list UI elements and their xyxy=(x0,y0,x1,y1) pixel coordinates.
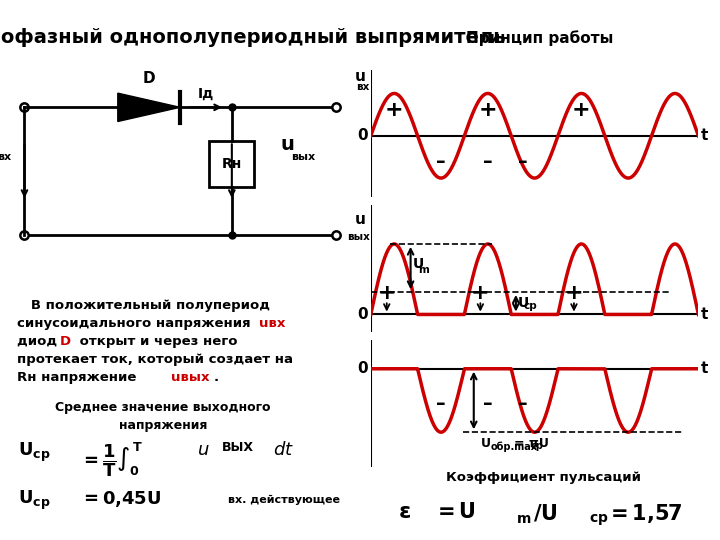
Text: +: + xyxy=(564,284,583,303)
Text: U: U xyxy=(518,295,529,309)
Text: вх: вх xyxy=(356,82,369,92)
Text: U: U xyxy=(413,258,424,272)
Text: протекает ток, который создает на: протекает ток, который создает на xyxy=(17,353,293,366)
Text: ср: ср xyxy=(523,301,537,311)
Text: ВЫХ: ВЫХ xyxy=(222,441,253,454)
Text: –: – xyxy=(483,394,492,413)
Text: Среднее значение выходного: Среднее значение выходного xyxy=(55,401,271,415)
Text: U: U xyxy=(481,437,491,450)
Text: В положительный полупериод: В положительный полупериод xyxy=(17,299,270,312)
Text: $\mathbf{U_{cp}}$: $\mathbf{U_{cp}}$ xyxy=(17,489,50,512)
Text: $\mathbf{=\dfrac{1}{T}\int_0^T}$: $\mathbf{=\dfrac{1}{T}\int_0^T}$ xyxy=(80,441,143,479)
FancyBboxPatch shape xyxy=(210,141,254,187)
Text: $\mathbf{/U}$: $\mathbf{/U}$ xyxy=(534,502,558,523)
Text: +: + xyxy=(471,284,490,303)
Text: uвых: uвых xyxy=(171,370,210,383)
Text: = πU: = πU xyxy=(513,437,549,450)
Text: u: u xyxy=(355,69,366,84)
Text: вых: вых xyxy=(291,152,315,162)
Text: вх: вх xyxy=(0,152,11,162)
Text: 0: 0 xyxy=(358,307,368,322)
Text: обр.max: обр.max xyxy=(491,441,538,451)
Text: $\mathbf{\varepsilon}$: $\mathbf{\varepsilon}$ xyxy=(398,502,411,522)
Text: Iд: Iд xyxy=(198,86,214,100)
Text: D: D xyxy=(60,335,71,348)
Text: $\mathbf{U_{cp}}$: $\mathbf{U_{cp}}$ xyxy=(17,441,50,464)
Text: $\mathit{dt}$: $\mathit{dt}$ xyxy=(274,441,294,459)
Text: .: . xyxy=(214,370,219,383)
Text: Принцип работы: Принцип работы xyxy=(467,30,613,46)
Text: –: – xyxy=(436,152,446,172)
Text: 0: 0 xyxy=(358,361,368,376)
Text: Rн напряжение: Rн напряжение xyxy=(17,370,146,383)
Text: синусоидального напряжения: синусоидального напряжения xyxy=(17,317,256,330)
Text: $\mathbf{= U}$: $\mathbf{= U}$ xyxy=(433,502,476,522)
Text: +: + xyxy=(479,99,497,119)
Text: $\mathit{u}$: $\mathit{u}$ xyxy=(197,441,210,459)
Text: –: – xyxy=(518,394,528,413)
Text: $\mathbf{ср}$: $\mathbf{ср}$ xyxy=(588,512,608,527)
Text: u: u xyxy=(280,135,294,154)
Text: диод: диод xyxy=(17,335,62,348)
Text: u: u xyxy=(355,212,366,227)
Text: $\mathbf{m}$: $\mathbf{m}$ xyxy=(516,512,531,526)
Text: uвх: uвх xyxy=(259,317,286,330)
Text: D: D xyxy=(143,71,156,86)
Text: напряжения: напряжения xyxy=(119,419,207,432)
Text: –: – xyxy=(436,394,446,413)
Text: Однофазный однополупериодный выпрямитель: Однофазный однополупериодный выпрямитель xyxy=(0,28,505,48)
Text: вых: вых xyxy=(347,232,369,242)
Text: открыт и через него: открыт и через него xyxy=(75,335,238,348)
Text: $\mathbf{= 0{,}45U}$: $\mathbf{= 0{,}45U}$ xyxy=(80,489,161,509)
Text: вх. действующее: вх. действующее xyxy=(228,495,341,505)
Text: Коэффициент пульсаций: Коэффициент пульсаций xyxy=(446,471,641,484)
Text: +: + xyxy=(377,284,396,303)
Text: t: t xyxy=(701,361,708,376)
Text: +: + xyxy=(572,99,590,119)
Text: +: + xyxy=(385,99,403,119)
Text: 0: 0 xyxy=(358,129,368,143)
Text: –: – xyxy=(483,152,492,172)
Text: –: – xyxy=(518,152,528,172)
Text: Rн: Rн xyxy=(222,157,242,171)
Text: ср: ср xyxy=(531,441,544,451)
Text: t: t xyxy=(701,129,708,143)
Text: t: t xyxy=(701,307,708,322)
Text: m: m xyxy=(418,265,429,275)
Polygon shape xyxy=(118,93,180,122)
Text: $\mathbf{= 1{,}57}$: $\mathbf{= 1{,}57}$ xyxy=(606,502,683,525)
